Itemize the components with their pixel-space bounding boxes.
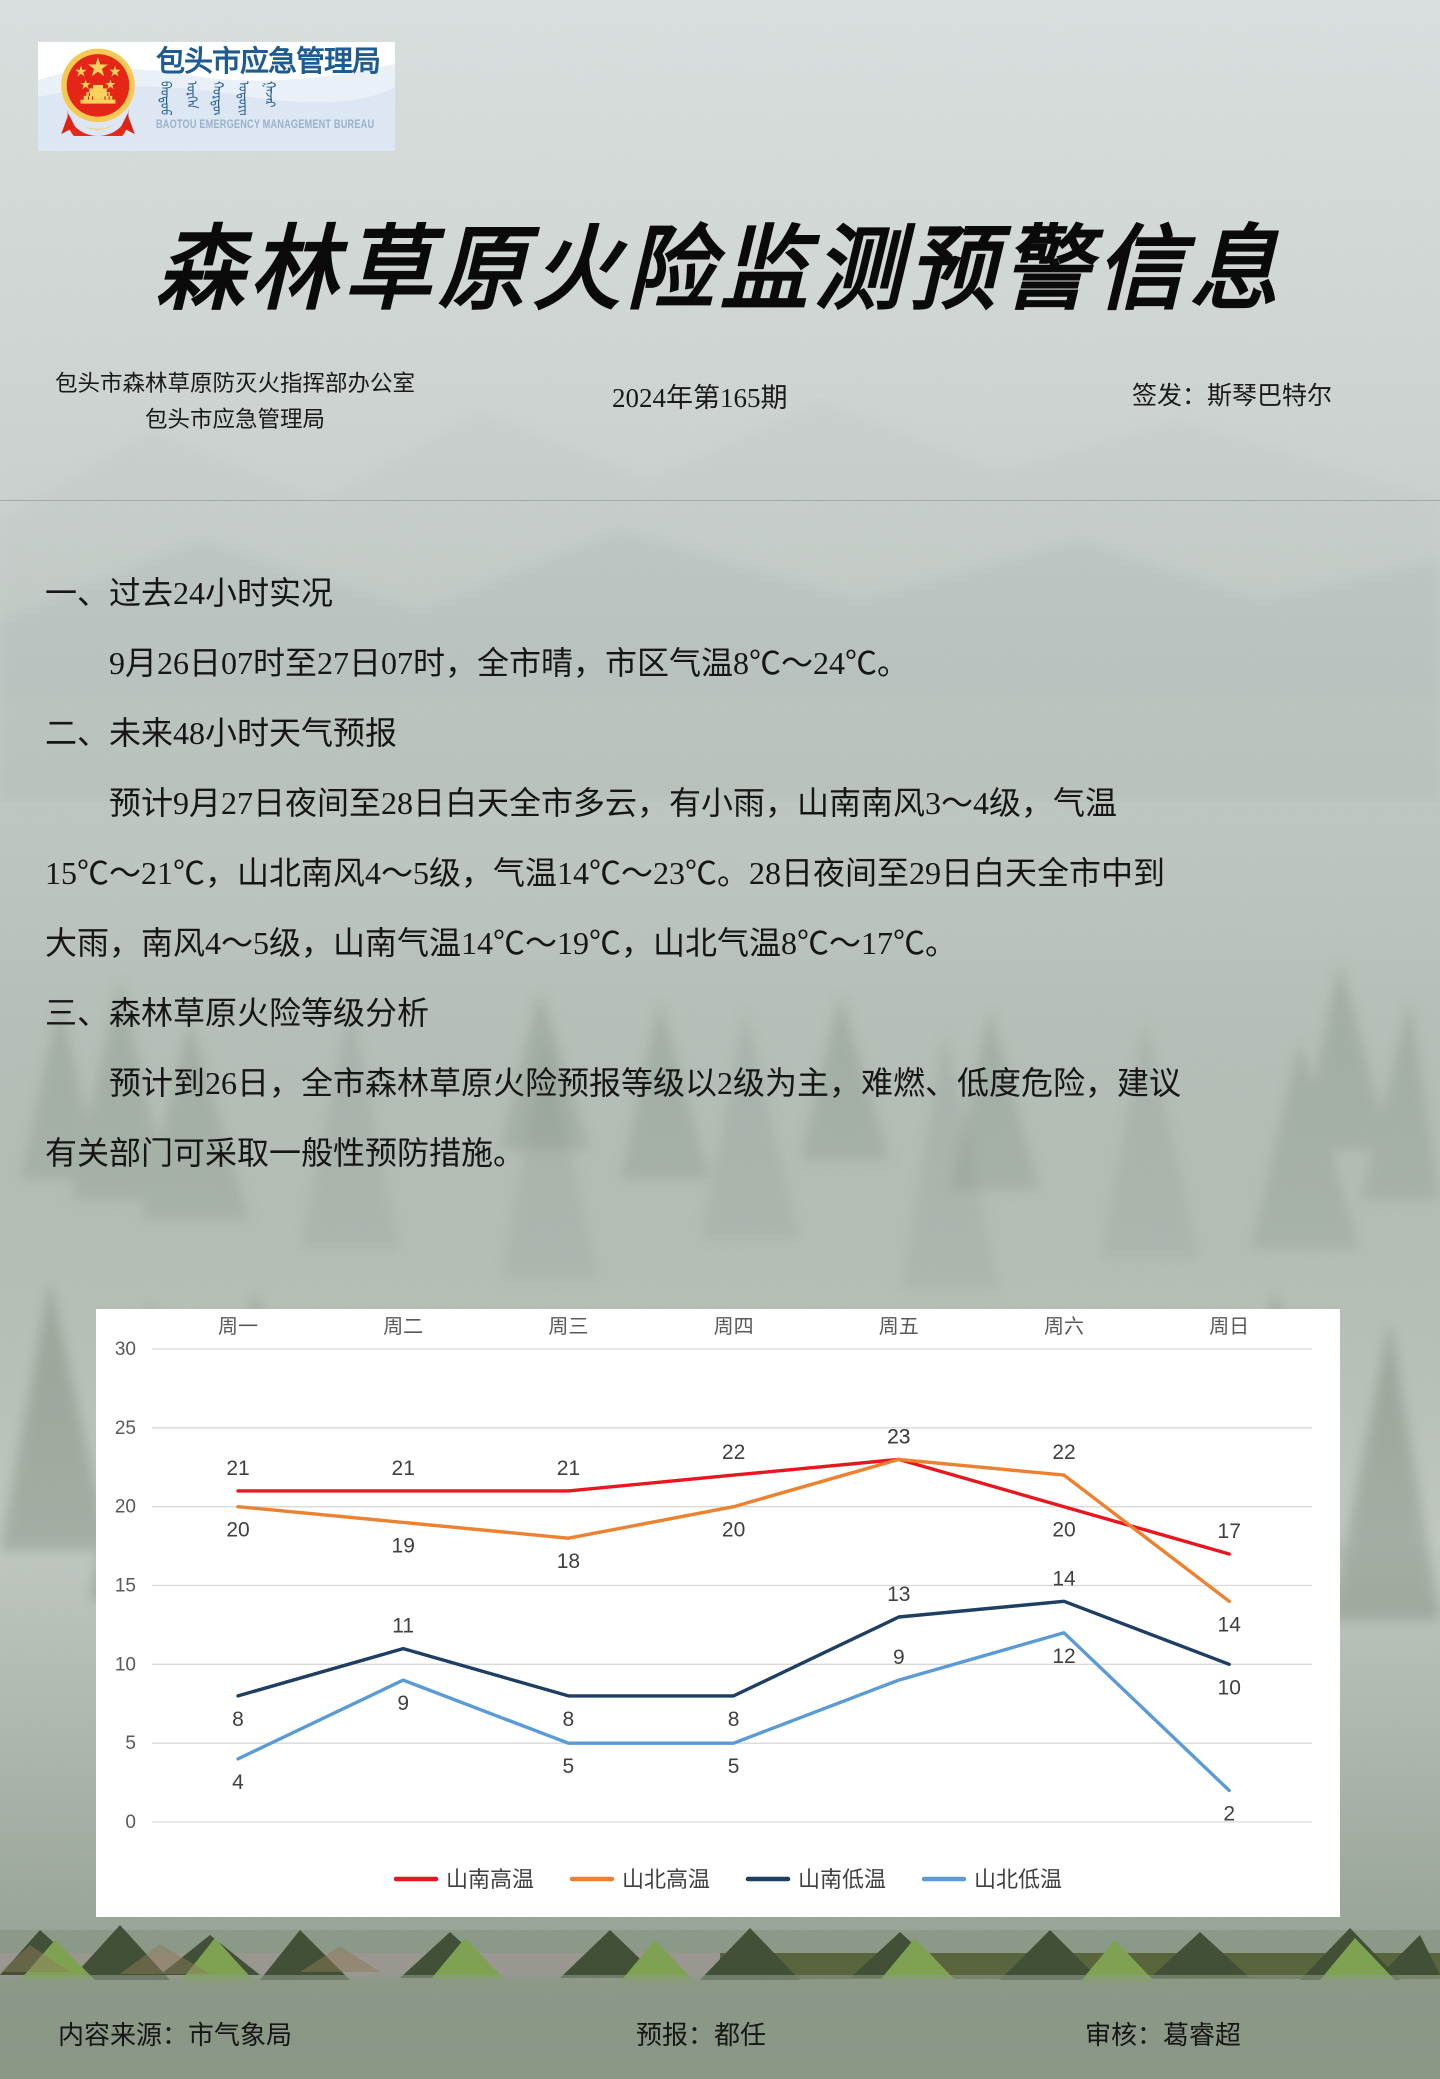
svg-text:21: 21	[392, 1457, 415, 1480]
svg-text:山南低温: 山南低温	[798, 1867, 886, 1892]
svg-text:8: 8	[563, 1708, 575, 1731]
svg-text:0: 0	[125, 1812, 136, 1833]
svg-text:20: 20	[226, 1519, 249, 1542]
svg-text:周四: 周四	[714, 1316, 754, 1338]
svg-text:周五: 周五	[879, 1316, 919, 1338]
svg-text:5: 5	[563, 1755, 575, 1778]
svg-text:8: 8	[232, 1708, 244, 1731]
svg-text:5: 5	[125, 1733, 136, 1754]
svg-text:2: 2	[1223, 1803, 1235, 1826]
svg-text:周一: 周一	[218, 1316, 258, 1338]
svg-text:9: 9	[397, 1692, 409, 1715]
svg-text:25: 25	[115, 1418, 136, 1439]
svg-text:周日: 周日	[1209, 1316, 1249, 1338]
svg-text:14: 14	[1218, 1613, 1242, 1636]
svg-text:22: 22	[1052, 1441, 1075, 1464]
svg-text:周三: 周三	[548, 1316, 588, 1338]
svg-text:20: 20	[722, 1519, 745, 1542]
svg-text:14: 14	[1052, 1567, 1076, 1590]
svg-text:周二: 周二	[383, 1316, 423, 1338]
svg-text:23: 23	[887, 1425, 910, 1448]
svg-text:5: 5	[728, 1755, 740, 1778]
svg-text:22: 22	[722, 1441, 745, 1464]
svg-text:9: 9	[893, 1646, 905, 1669]
svg-text:4: 4	[232, 1771, 244, 1794]
svg-text:20: 20	[115, 1497, 136, 1518]
svg-text:山北高温: 山北高温	[622, 1867, 710, 1892]
svg-text:12: 12	[1052, 1645, 1075, 1668]
svg-text:山北低温: 山北低温	[974, 1867, 1062, 1892]
svg-text:21: 21	[226, 1457, 249, 1480]
svg-text:15: 15	[115, 1576, 136, 1597]
svg-text:21: 21	[557, 1457, 580, 1480]
svg-text:周六: 周六	[1044, 1315, 1084, 1338]
svg-text:10: 10	[1218, 1676, 1241, 1699]
svg-text:18: 18	[557, 1550, 580, 1573]
svg-text:10: 10	[115, 1654, 136, 1675]
svg-text:20: 20	[1052, 1519, 1075, 1542]
svg-text:13: 13	[887, 1583, 910, 1606]
svg-text:30: 30	[115, 1339, 136, 1360]
svg-text:19: 19	[392, 1534, 415, 1557]
svg-text:17: 17	[1218, 1520, 1241, 1543]
svg-text:山南高温: 山南高温	[446, 1867, 534, 1892]
svg-text:11: 11	[392, 1615, 414, 1638]
svg-text:8: 8	[728, 1708, 740, 1731]
